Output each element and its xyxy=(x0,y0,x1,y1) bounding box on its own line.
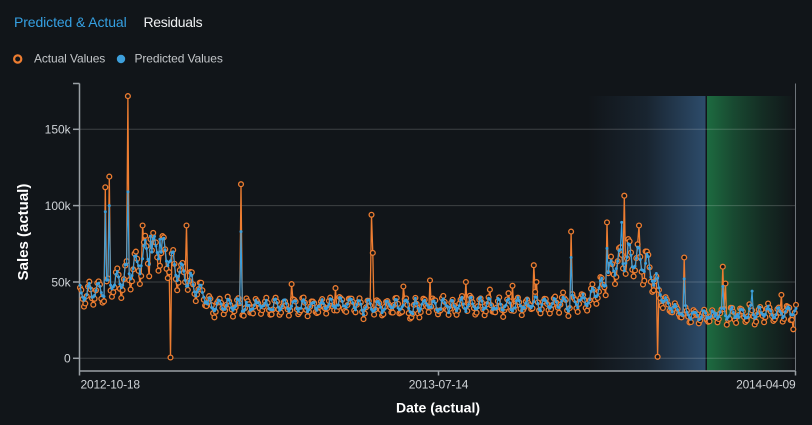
svg-text:0: 0 xyxy=(64,352,71,366)
svg-text:Sales (actual): Sales (actual) xyxy=(15,184,32,281)
svg-text:100k: 100k xyxy=(45,199,72,213)
svg-text:Date (actual): Date (actual) xyxy=(396,399,480,415)
svg-text:2013-07-14: 2013-07-14 xyxy=(409,378,469,392)
svg-text:2012-10-18: 2012-10-18 xyxy=(81,378,141,392)
svg-text:150k: 150k xyxy=(45,123,72,137)
svg-text:50k: 50k xyxy=(51,275,71,289)
svg-text:2014-04-09: 2014-04-09 xyxy=(736,378,796,392)
svg-text:Predicted Values: Predicted Values xyxy=(135,52,223,66)
svg-text:Actual Values: Actual Values xyxy=(34,52,105,66)
